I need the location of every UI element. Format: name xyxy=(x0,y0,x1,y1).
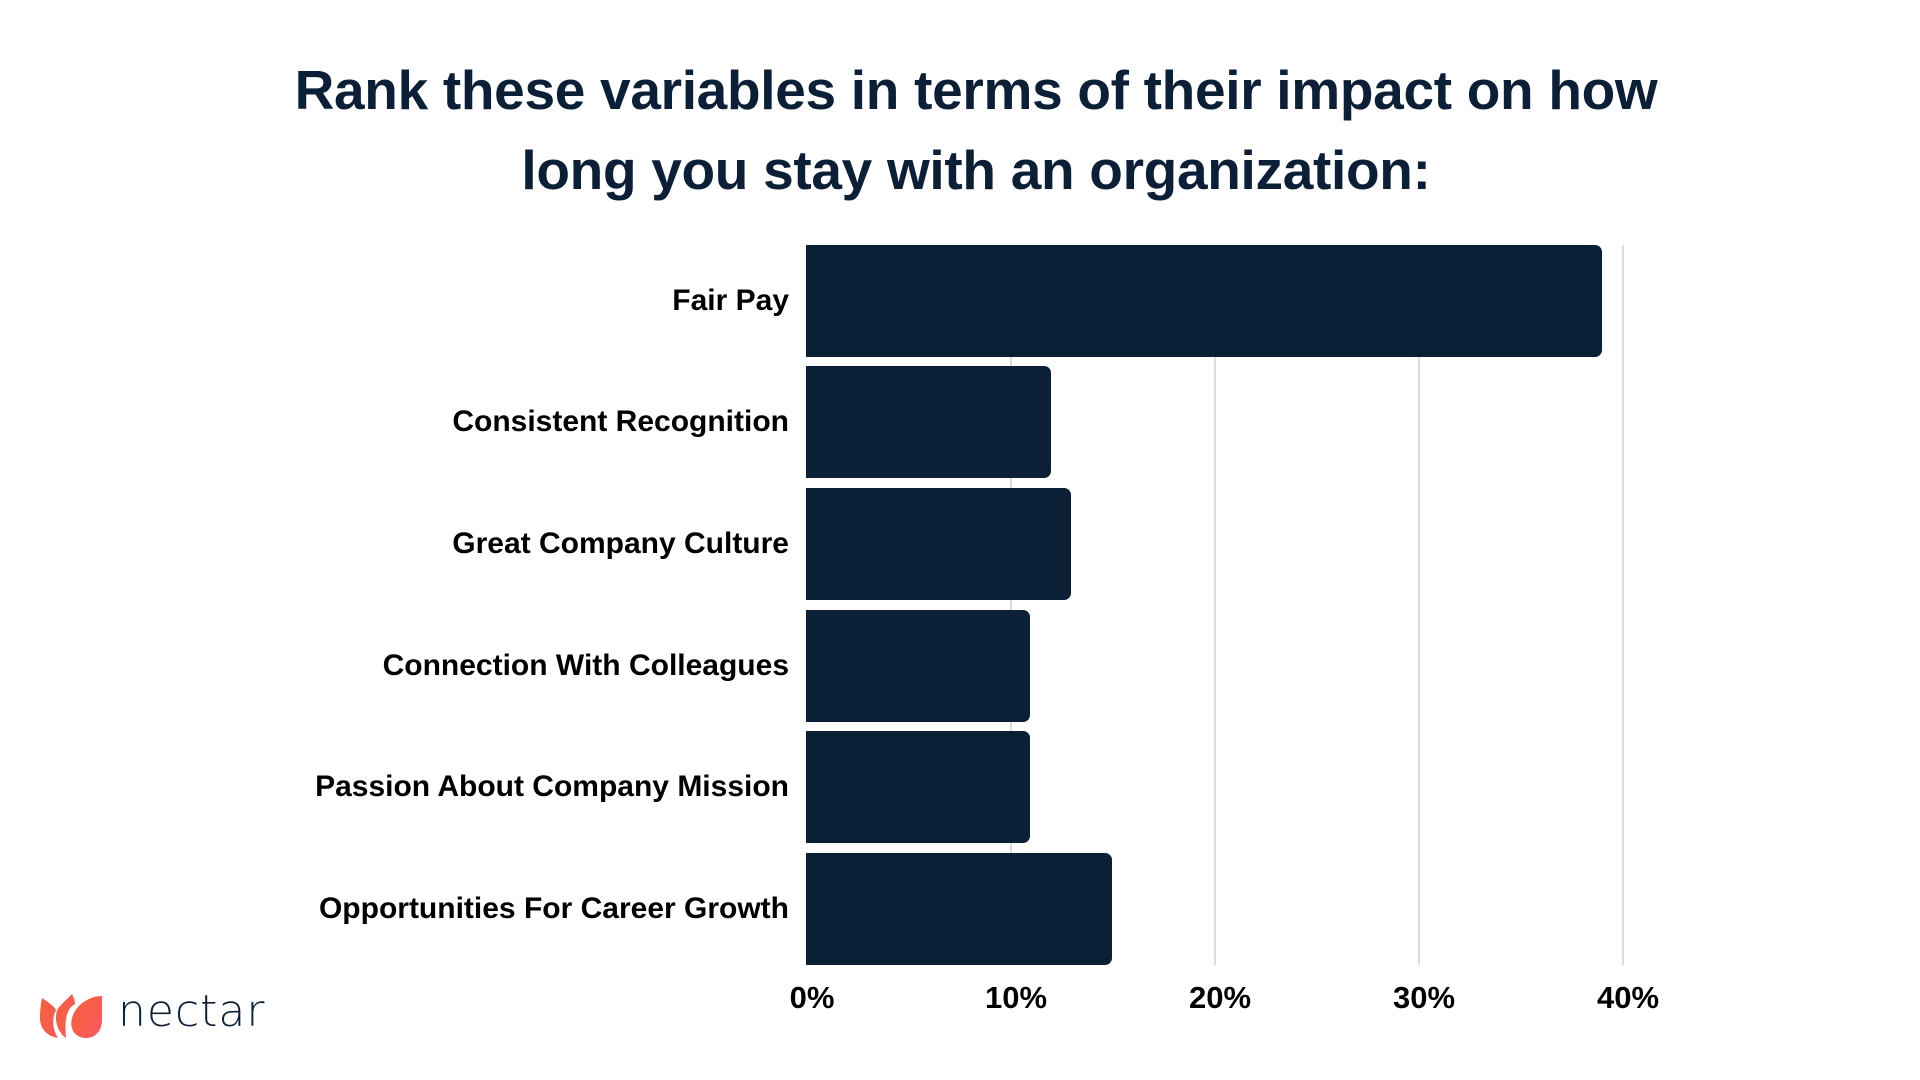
x-tick-label: 10% xyxy=(984,980,1048,1015)
gridline-40 xyxy=(1622,245,1624,965)
logo-wordmark: nectar xyxy=(118,986,266,1037)
chart-title-line-1: Rank these variables in terms of their i… xyxy=(294,59,1658,121)
bar-passion-about-company-mission xyxy=(806,731,1031,843)
bar-fair-pay xyxy=(806,245,1602,357)
category-label: Fair Pay xyxy=(672,284,789,317)
x-tick-label: 0% xyxy=(789,980,835,1015)
chart-title-line-2: long you stay with an organization: xyxy=(521,139,1431,201)
nectar-logo: nectar xyxy=(38,986,265,1044)
bar-connection-with-colleagues xyxy=(806,610,1031,722)
x-tick-label: 30% xyxy=(1392,980,1456,1015)
category-label: Opportunities For Career Growth xyxy=(318,892,789,925)
category-label: Great Company Culture xyxy=(452,527,789,560)
category-label: Consistent Recognition xyxy=(452,405,789,438)
bar-consistent-recognition xyxy=(806,366,1051,478)
gridline-30 xyxy=(1418,245,1420,965)
tulip-petals-icon xyxy=(38,992,104,1040)
category-label: Connection With Colleagues xyxy=(382,649,789,682)
plot-area xyxy=(806,245,1626,965)
gridline-10 xyxy=(1010,245,1012,965)
category-label: Passion About Company Mission xyxy=(315,770,789,803)
bar-opportunities-for-career-growth xyxy=(806,853,1112,965)
x-tick-label: 20% xyxy=(1188,980,1252,1015)
x-tick-label: 40% xyxy=(1596,980,1660,1015)
gridline-20 xyxy=(1214,245,1216,965)
bar-great-company-culture xyxy=(806,488,1072,600)
